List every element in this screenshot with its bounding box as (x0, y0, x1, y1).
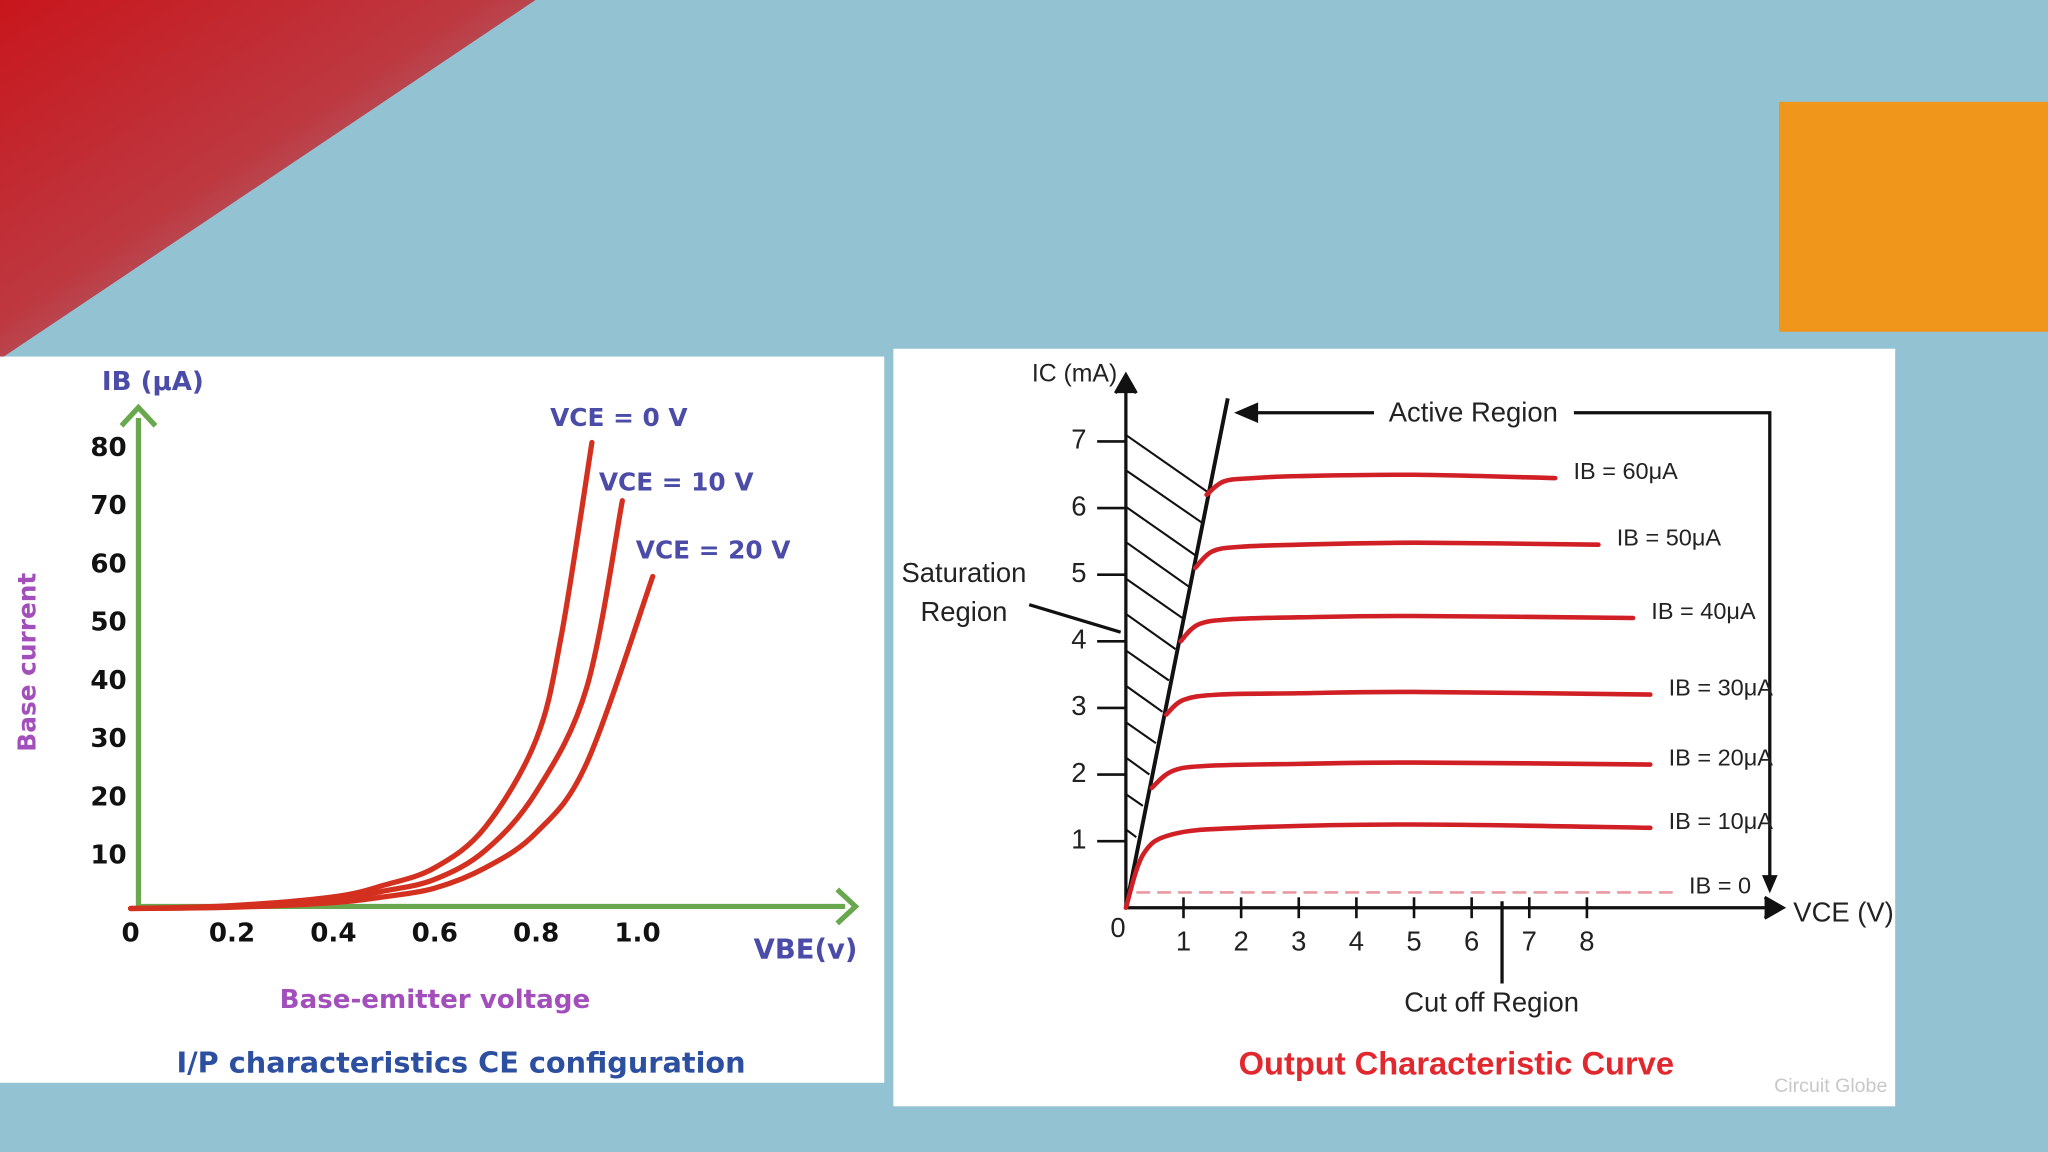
series-label: VCE = 10 V (599, 468, 755, 497)
x-tick-label: 2 (1234, 925, 1249, 956)
series-line (1123, 822, 1653, 911)
input-chart: 0 0.2 0.4 0.6 0.8 1.0 10 20 30 40 50 60 70 80 VCE = 0 … (13, 367, 860, 1079)
y-tick-label: 2 (1071, 757, 1086, 788)
y-tick-label: 80 (90, 433, 126, 463)
x-tick-label: 7 (1522, 925, 1537, 956)
source: Circuit Globe (1774, 1075, 1887, 1097)
output-panel (893, 348, 1896, 1107)
x-tick-label: 1 (1176, 925, 1191, 956)
x-axis-arrow (1763, 895, 1787, 920)
series-label: VCE = 20 V (636, 536, 792, 565)
annotation: Active Region (1389, 396, 1558, 427)
x-tick-label: 0 (1110, 912, 1125, 943)
chart-title: I/P characteristics CE configuration (177, 1045, 746, 1079)
x-tick-label: 0.4 (310, 918, 356, 948)
annotation: Region (920, 596, 1007, 627)
y-tick-label: 70 (90, 491, 126, 521)
x-tick-label: 1.0 (614, 918, 660, 948)
y-axis-arrow (1114, 371, 1138, 394)
y-axis-arrow (119, 403, 158, 428)
x-tick-label: 0 (122, 918, 140, 948)
y-tick-label: 30 (90, 724, 126, 754)
y-tick-label: 5 (1071, 557, 1086, 588)
series-label: IB = 60μA (1574, 458, 1679, 484)
active-bracket (1573, 411, 1772, 882)
x-tick-label: 8 (1579, 925, 1594, 956)
x-tick-label: 3 (1291, 925, 1306, 956)
y-tick-label: 10 (90, 841, 126, 871)
y-tick-label: 6 (1071, 490, 1086, 521)
series-line (1149, 760, 1653, 791)
series-line (1178, 613, 1636, 644)
x-tick-label: 6 (1464, 925, 1479, 956)
x-tick-label: 4 (1349, 925, 1364, 956)
output-chart: 0 1 2 3 4 5 6 7 8 1 2 3 4 5 6 7 IB = 60μA IB = 50μA IB = 4… (901, 360, 1893, 1096)
series-line (1192, 540, 1601, 571)
orange-block (1778, 101, 2048, 332)
chart-title: Output Characteristic Curve (1239, 1044, 1674, 1081)
series-label: IB = 20μA (1669, 745, 1774, 771)
x-axis-title: VCE (V) (1793, 897, 1894, 928)
x-tick-label: 0.6 (412, 918, 458, 948)
series-label: IB = 40μA (1651, 598, 1756, 624)
x-tick-label: 5 (1406, 925, 1421, 956)
series-label: IB = 30μA (1669, 675, 1774, 701)
active-arrow (1234, 402, 1375, 424)
y-tick-label: 1 (1071, 823, 1086, 854)
y-tick-label: 20 (90, 782, 126, 812)
y-tick-label: 50 (90, 608, 126, 638)
saturation-arrow (1028, 603, 1122, 634)
annotation: Cut off Region (1404, 987, 1579, 1018)
x-tick-label: 0.8 (513, 918, 559, 948)
y-tick-label: 40 (90, 666, 126, 696)
series-label: IB = 10μA (1669, 808, 1774, 834)
y-tick-label: 60 (90, 549, 126, 579)
y-tick-label: 3 (1071, 690, 1086, 721)
y-axis-symbol: IB (μA) (102, 367, 204, 397)
annotation: Saturation (901, 557, 1026, 588)
x-axis-title: Base-emitter voltage (280, 985, 591, 1015)
y-tick-label: 4 (1071, 624, 1086, 655)
y-axis-title: Base current (13, 573, 42, 752)
corner-decoration (0, 0, 536, 360)
series-line (1163, 689, 1653, 717)
saturation-boundary (1123, 397, 1230, 909)
series-label: IB = 50μA (1617, 525, 1722, 551)
x-axis-arrow (835, 887, 860, 926)
input-panel (0, 356, 885, 1083)
active-bracket-head (1761, 875, 1778, 894)
x-axis-symbol: VBE(v) (754, 934, 858, 965)
series-label: IB = 0 (1689, 872, 1751, 898)
series-line (1204, 472, 1558, 498)
series-label: VCE = 0 V (550, 403, 688, 432)
x-tick-label: 0.2 (209, 918, 255, 948)
y-tick-label: 7 (1071, 424, 1086, 455)
y-axis-title: IC (mA) (1032, 360, 1117, 387)
series-line (128, 573, 656, 912)
